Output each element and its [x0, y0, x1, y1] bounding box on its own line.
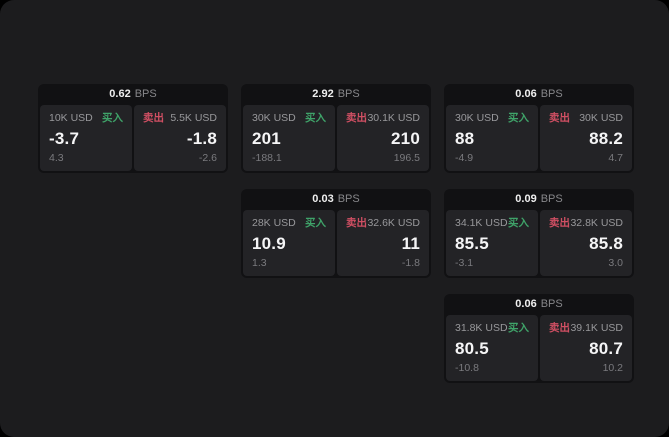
ask-panel[interactable]: 卖出 30.1K USD 210 196.5	[337, 105, 429, 171]
ask-size: 39.1K USD	[570, 322, 623, 334]
spread-header: 0.03 BPS	[241, 189, 431, 210]
ask-size: 5.5K USD	[170, 112, 217, 124]
buy-label: 买入	[508, 322, 529, 334]
bid-price: 85.5	[455, 233, 489, 253]
bid-size: 28K USD	[252, 217, 296, 229]
bid-delta: -188.1	[252, 152, 282, 164]
quote-body: 28K USD 买入 10.9 1.3 卖出 32.6K USD 11 -1.8	[241, 210, 431, 278]
bps-unit-label: BPS	[540, 88, 563, 100]
ask-panel[interactable]: 卖出 30K USD 88.2 4.7	[540, 105, 632, 171]
bid-delta: -4.9	[455, 152, 474, 164]
bid-panel[interactable]: 28K USD 买入 10.9 1.3	[243, 210, 335, 276]
spread-header: 0.06 BPS	[444, 294, 634, 315]
quote-body: 34.1K USD 买入 85.5 -3.1 卖出 32.8K USD 85.8…	[444, 210, 634, 278]
bid-price: -3.7	[49, 128, 80, 148]
bid-delta: -10.8	[455, 362, 479, 374]
quote-body: 31.8K USD 买入 80.5 -10.8 卖出 39.1K USD 80.…	[444, 315, 634, 383]
quote-card: 0.09 BPS 34.1K USD 买入 85.5 -3.1 卖出 32.8K…	[444, 189, 634, 278]
ask-delta: -1.8	[401, 257, 420, 269]
spread-value: 0.62	[109, 88, 131, 100]
ask-price: 80.7	[589, 338, 623, 358]
bid-delta: 1.3	[252, 257, 267, 269]
spread-header: 0.62 BPS	[38, 84, 228, 105]
quote-card-grid: 0.62 BPS 10K USD 买入 -3.7 4.3 卖出 5.5K USD	[38, 84, 634, 383]
buy-label: 买入	[508, 217, 529, 229]
ask-price: -1.8	[186, 128, 217, 148]
ask-price: 85.8	[589, 233, 623, 253]
bid-panel[interactable]: 10K USD 买入 -3.7 4.3	[40, 105, 132, 171]
quote-card: 2.92 BPS 30K USD 买入 201 -188.1 卖出 30.1K …	[241, 84, 431, 173]
bid-panel[interactable]: 34.1K USD 买入 85.5 -3.1	[446, 210, 538, 276]
sell-label: 卖出	[549, 322, 570, 334]
ask-price: 11	[401, 233, 420, 253]
bps-unit-label: BPS	[540, 298, 563, 310]
quote-card: 0.62 BPS 10K USD 买入 -3.7 4.3 卖出 5.5K USD	[38, 84, 228, 173]
sell-label: 卖出	[143, 112, 164, 124]
bid-price: 201	[252, 128, 281, 148]
spread-header: 0.06 BPS	[444, 84, 634, 105]
bid-size: 34.1K USD	[455, 217, 508, 229]
bid-size: 31.8K USD	[455, 322, 508, 334]
quote-body: 10K USD 买入 -3.7 4.3 卖出 5.5K USD -1.8 -2.…	[38, 105, 228, 173]
ask-size: 32.8K USD	[570, 217, 623, 229]
bid-panel[interactable]: 30K USD 买入 88 -4.9	[446, 105, 538, 171]
bid-delta: -3.1	[455, 257, 474, 269]
ask-panel[interactable]: 卖出 32.6K USD 11 -1.8	[337, 210, 429, 276]
bps-unit-label: BPS	[134, 88, 157, 100]
ask-panel[interactable]: 卖出 39.1K USD 80.7 10.2	[540, 315, 632, 381]
ask-delta: 4.7	[608, 152, 623, 164]
spread-value: 0.03	[312, 193, 334, 205]
bps-unit-label: BPS	[540, 193, 563, 205]
ask-price: 88.2	[589, 128, 623, 148]
ask-price: 210	[391, 128, 420, 148]
ask-delta: 10.2	[602, 362, 623, 374]
bid-size: 10K USD	[49, 112, 93, 124]
buy-label: 买入	[305, 217, 326, 229]
sell-label: 卖出	[346, 217, 367, 229]
buy-label: 买入	[305, 112, 326, 124]
bps-unit-label: BPS	[337, 193, 360, 205]
spread-value: 0.06	[515, 88, 537, 100]
bid-size: 30K USD	[252, 112, 296, 124]
ask-panel[interactable]: 卖出 5.5K USD -1.8 -2.6	[134, 105, 226, 171]
spread-header: 2.92 BPS	[241, 84, 431, 105]
ask-delta: 196.5	[393, 152, 420, 164]
bid-delta: 4.3	[49, 152, 64, 164]
quote-body: 30K USD 买入 201 -188.1 卖出 30.1K USD 210 1…	[241, 105, 431, 173]
spread-value: 2.92	[312, 88, 334, 100]
ask-size: 30K USD	[579, 112, 623, 124]
quote-card: 0.06 BPS 30K USD 买入 88 -4.9 卖出 30K USD	[444, 84, 634, 173]
buy-label: 买入	[102, 112, 123, 124]
sell-label: 卖出	[549, 112, 570, 124]
ask-panel[interactable]: 卖出 32.8K USD 85.8 3.0	[540, 210, 632, 276]
bid-price: 88	[455, 128, 475, 148]
bid-size: 30K USD	[455, 112, 499, 124]
quote-body: 30K USD 买入 88 -4.9 卖出 30K USD 88.2 4.7	[444, 105, 634, 173]
quote-card: 0.03 BPS 28K USD 买入 10.9 1.3 卖出 32.6K US…	[241, 189, 431, 278]
bid-panel[interactable]: 30K USD 买入 201 -188.1	[243, 105, 335, 171]
bid-price: 10.9	[252, 233, 286, 253]
sell-label: 卖出	[346, 112, 367, 124]
spread-header: 0.09 BPS	[444, 189, 634, 210]
buy-label: 买入	[508, 112, 529, 124]
spread-value: 0.09	[515, 193, 537, 205]
ask-size: 32.6K USD	[367, 217, 420, 229]
spread-value: 0.06	[515, 298, 537, 310]
ask-delta: -2.6	[198, 152, 217, 164]
bid-price: 80.5	[455, 338, 489, 358]
quote-card: 0.06 BPS 31.8K USD 买入 80.5 -10.8 卖出 39.1…	[444, 294, 634, 383]
ask-size: 30.1K USD	[367, 112, 420, 124]
bps-unit-label: BPS	[337, 88, 360, 100]
bid-panel[interactable]: 31.8K USD 买入 80.5 -10.8	[446, 315, 538, 381]
sell-label: 卖出	[549, 217, 570, 229]
ask-delta: 3.0	[608, 257, 623, 269]
